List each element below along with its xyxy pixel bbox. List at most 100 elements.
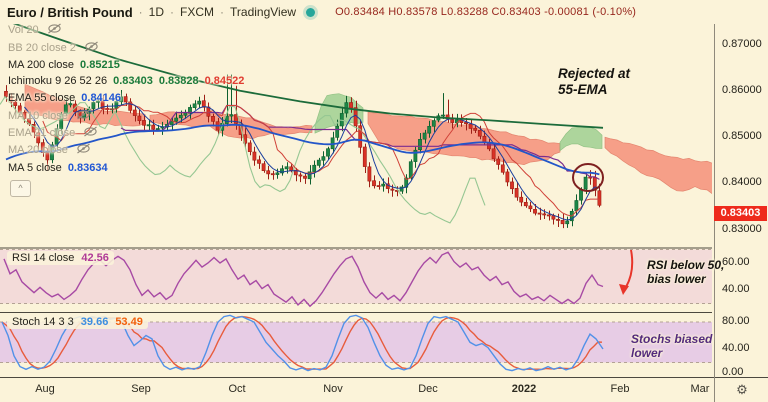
candle	[583, 176, 588, 190]
legend-row-ma-5-close[interactable]: MA 5 close 0.83634	[8, 161, 108, 175]
candle	[275, 172, 280, 175]
time-tick-label-aug: Aug	[35, 383, 55, 395]
candle	[123, 96, 128, 103]
legend-row-ma-20-close[interactable]: MA 20 close	[8, 143, 91, 157]
candle	[372, 180, 376, 187]
rsi-label: RSI 14 close	[12, 252, 75, 264]
indicator-label: MA 200 close	[8, 59, 75, 71]
visibility-off-icon[interactable]	[76, 109, 91, 123]
indicator-value: 0.85215	[80, 59, 120, 71]
candle	[362, 146, 367, 167]
price-tick-label: 60.00	[722, 256, 750, 268]
candle	[280, 168, 284, 174]
legend-row-ema-21-close[interactable]: EMA 21 close	[8, 126, 98, 140]
candle	[68, 103, 73, 106]
interval-label[interactable]: 1D	[148, 5, 165, 19]
settings-gear-icon[interactable]: ⚙	[736, 382, 748, 397]
annotation-stochs-biased-lower[interactable]: Stochs biased lower	[631, 332, 713, 361]
legend-row-ma-200-close[interactable]: MA 200 close 0.85215	[8, 58, 120, 72]
candle	[201, 100, 206, 108]
candle	[31, 124, 36, 133]
candle	[307, 171, 312, 180]
ma-5-line	[24, 103, 600, 221]
candle	[17, 105, 22, 113]
indicator-label: MA 20 close	[8, 144, 68, 156]
price-tick-label: 0.84000	[722, 176, 762, 188]
legend-row-vol-20[interactable]: Vol 20	[8, 23, 62, 37]
candle	[390, 188, 395, 191]
candle	[427, 126, 432, 134]
annotation-rsi-below-50[interactable]: RSI below 50, bias lower	[647, 258, 725, 287]
candle	[316, 159, 321, 166]
annotation-rejected-at-55ema[interactable]: Rejected at 55-EMA	[558, 66, 631, 97]
indicator-value: 0.84146	[81, 92, 122, 104]
stoch-legend[interactable]: Stoch 14 3 3 39.66 53.49	[7, 315, 148, 329]
legend-row-ma-10-close[interactable]: MA 10 close	[8, 109, 91, 123]
candle	[188, 107, 192, 114]
ichimoku-cloud-green-segment	[559, 126, 603, 152]
candle	[523, 202, 528, 207]
candle	[247, 142, 252, 152]
visibility-off-icon[interactable]	[84, 41, 99, 55]
candle	[477, 130, 482, 137]
candle	[298, 174, 303, 177]
visibility-off-icon[interactable]	[76, 143, 91, 157]
symbol-name[interactable]: Euro / British Pound	[7, 4, 133, 20]
indicator-label: Ichimoku 9 26 52 26	[8, 75, 108, 87]
collapse-legend-button[interactable]: ^	[10, 180, 31, 197]
candle	[13, 101, 18, 106]
time-tick-label-nov: Nov	[323, 383, 343, 395]
legend-row-bb-20-close-2[interactable]: BB 20 close 2	[8, 41, 99, 55]
price-tick-label: 0.83000	[722, 223, 762, 235]
candle	[376, 185, 381, 188]
indicator-value: 0.83403	[113, 75, 153, 87]
candle	[542, 213, 547, 216]
candle	[473, 127, 478, 131]
candle	[441, 114, 445, 117]
indicator-label: EMA 21 close	[8, 127, 76, 139]
candle	[59, 113, 64, 130]
candle	[418, 139, 422, 151]
visibility-off-icon[interactable]	[47, 23, 62, 37]
candle	[335, 126, 340, 138]
candle	[178, 114, 183, 119]
candle	[464, 122, 468, 125]
candle	[45, 152, 50, 161]
rsi-down-arrow-drawing[interactable]	[625, 249, 634, 288]
candle	[197, 100, 202, 105]
indicator-label: BB 20 close 2	[8, 41, 76, 54]
stoch-label: Stoch 14 3 3	[12, 316, 74, 328]
candle	[114, 101, 119, 109]
candle	[514, 188, 519, 198]
platform-label: TradingView	[230, 5, 297, 19]
candle	[63, 104, 68, 115]
candle	[22, 112, 27, 119]
visibility-off-icon[interactable]	[83, 126, 98, 140]
candle	[399, 186, 404, 192]
time-tick-label-2022: 2022	[511, 383, 537, 395]
legend-row-ichimoku-9-26-52-26[interactable]: Ichimoku 9 26 52 26 0.83403 0.83828 0.84522	[8, 74, 244, 88]
rsi-down-arrow-head	[619, 284, 629, 295]
candle	[40, 142, 45, 153]
legend-row-ema-55-close[interactable]: EMA 55 close 0.84146	[8, 91, 121, 105]
rsi-legend[interactable]: RSI 14 close 42.56	[7, 251, 114, 265]
candle	[496, 158, 501, 165]
ichimoku-cloud-red-segment	[604, 136, 712, 195]
candle	[252, 151, 257, 161]
candle	[431, 120, 436, 127]
candle	[491, 148, 496, 160]
candle	[289, 166, 294, 171]
time-tick-label-feb: Feb	[610, 383, 630, 395]
candle	[597, 190, 602, 206]
rejection-circle-drawing[interactable]	[572, 163, 604, 192]
exchange-label: FXCM	[180, 5, 215, 19]
main-price-pane[interactable]	[0, 19, 713, 229]
candle	[574, 200, 579, 212]
indicator-value: 0.83634	[67, 162, 108, 174]
indicator-label: MA 10 close	[8, 109, 68, 122]
stoch-k-value: 39.66	[80, 316, 109, 328]
time-tick-label-dec: Dec	[418, 383, 438, 395]
candle	[146, 124, 151, 127]
